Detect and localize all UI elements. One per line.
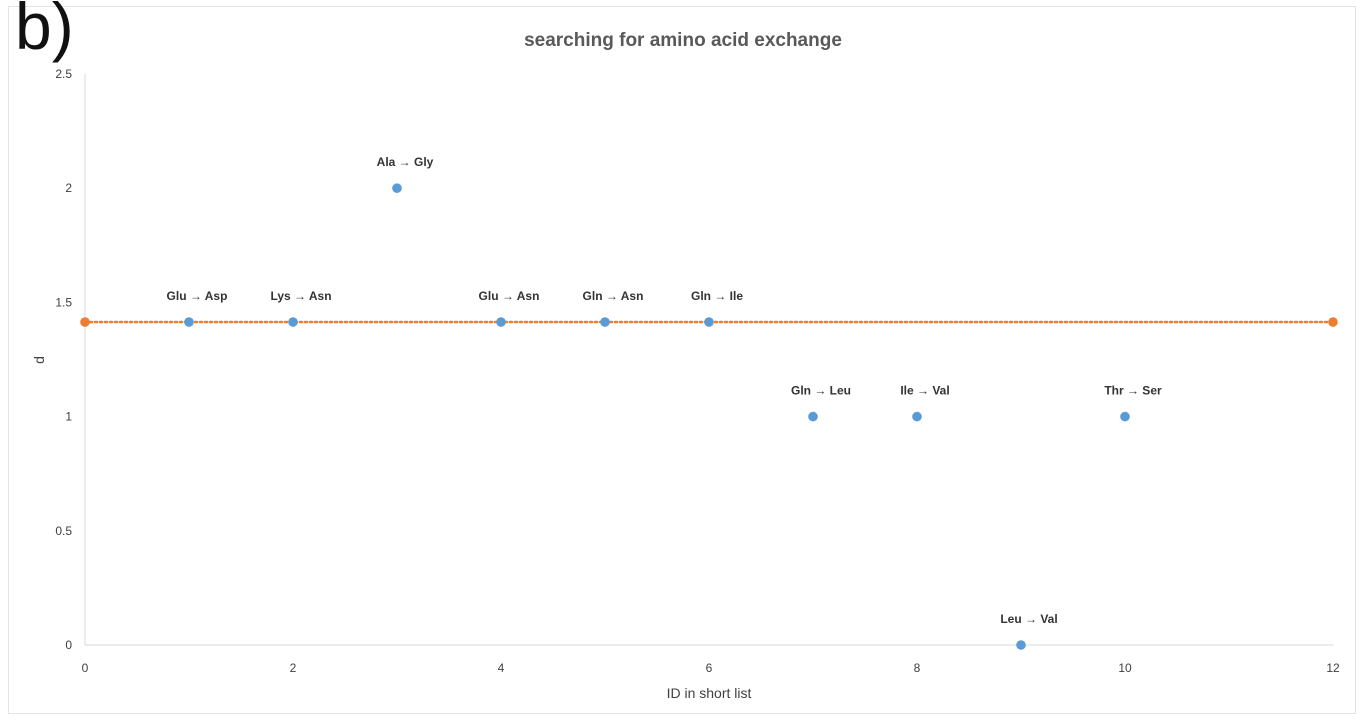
y-axis-label: d (31, 356, 47, 364)
x-tick-label: 10 (1118, 661, 1132, 675)
data-point-label: Ala → Gly (377, 155, 434, 169)
data-point (600, 317, 610, 327)
y-tick-label: 1.5 (55, 295, 72, 309)
data-point-label: Gln → Asn (583, 289, 644, 303)
data-point-label: Gln → Ile (691, 289, 743, 303)
y-tick-label: 2.5 (55, 67, 72, 81)
data-point-label: Lys → Asn (270, 289, 331, 303)
data-point (704, 317, 714, 327)
x-tick-labels: 0 2 4 6 8 10 12 (82, 661, 1340, 675)
data-point-label: Leu → Val (1000, 612, 1057, 626)
x-tick-label: 12 (1326, 661, 1340, 675)
y-tick-label: 1 (65, 410, 72, 424)
y-tick-labels: 0 0.5 1 1.5 2 2.5 (55, 67, 72, 652)
y-tick-label: 0 (65, 638, 72, 652)
data-point (184, 317, 194, 327)
x-tick-label: 4 (498, 661, 505, 675)
data-point-label: Glu → Asp (167, 289, 228, 303)
data-point (1016, 640, 1026, 650)
x-axis-label: ID in short list (667, 685, 752, 701)
panel-label: b) (15, 0, 74, 63)
x-tick-label: 0 (82, 661, 89, 675)
y-tick-label: 0.5 (55, 524, 72, 538)
data-point (912, 411, 922, 422)
data-point (392, 183, 402, 193)
data-point-label: Thr → Ser (1104, 384, 1162, 398)
chart-frame: b) (8, 0, 1356, 714)
data-point-label: Ile → Val (900, 384, 949, 398)
threshold-point (80, 317, 90, 327)
threshold-point (1328, 317, 1338, 327)
y-tick-label: 2 (65, 181, 72, 195)
data-point (496, 317, 506, 327)
data-point (1120, 411, 1130, 422)
data-point-label: Glu → Asn (479, 289, 540, 303)
chart-title: searching for amino acid exchange (524, 30, 842, 51)
x-tick-label: 8 (914, 661, 921, 675)
data-point-label: Gln → Leu (791, 384, 851, 398)
x-tick-label: 6 (706, 661, 713, 675)
data-point (288, 317, 298, 327)
series-layer: Glu → Asp Lys → Asn Ala → Gly Glu → Asn Gln … (80, 155, 1338, 650)
data-point (808, 411, 818, 422)
x-tick-label: 2 (290, 661, 297, 675)
